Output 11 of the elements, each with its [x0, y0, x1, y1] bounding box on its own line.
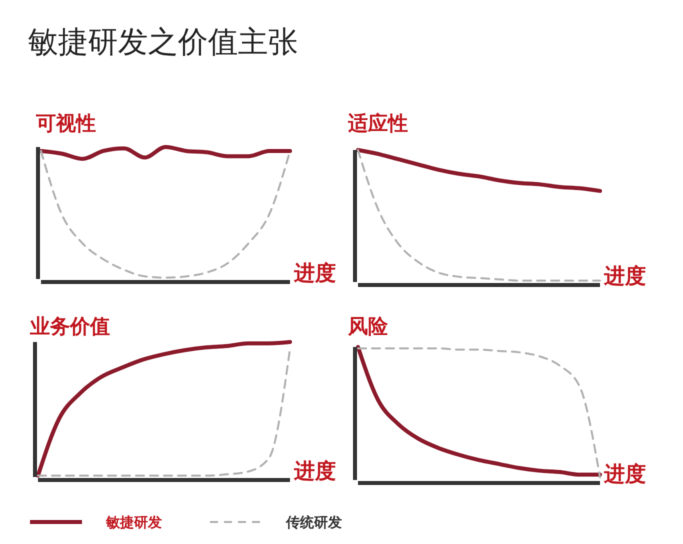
legend-label: 传统研发: [285, 514, 342, 531]
chart-title: 适应性: [347, 111, 408, 135]
x-axis-title: 进度: [603, 264, 646, 288]
legend-label: 敏捷研发: [105, 515, 162, 531]
x-axis-title: 进度: [603, 462, 646, 486]
chart-title: 可视性: [35, 111, 96, 135]
chart-title: 业务价值: [29, 314, 110, 338]
chart-title: 风险: [347, 314, 389, 338]
x-axis-title: 进度: [293, 261, 336, 285]
x-axis-title: 进度: [293, 459, 336, 483]
text: 敏捷研发之价值主张: [28, 25, 298, 60]
